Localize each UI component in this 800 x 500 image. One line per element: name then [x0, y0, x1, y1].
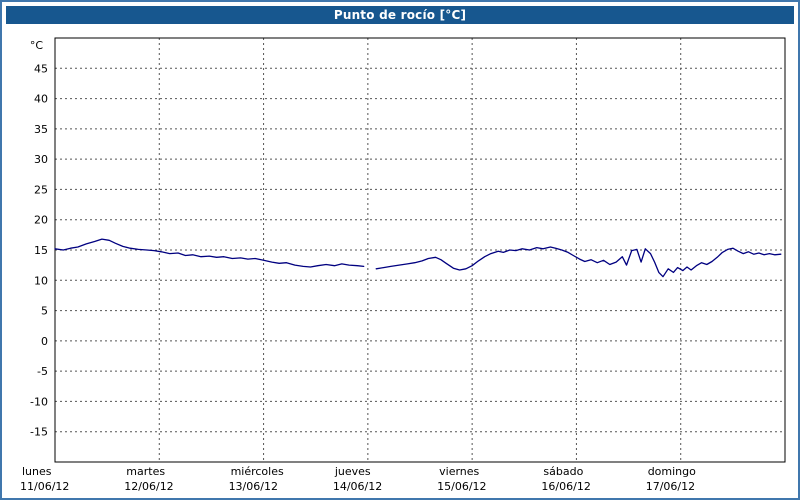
svg-text:16/06/12: 16/06/12 — [541, 480, 590, 493]
svg-text:miércoles: miércoles — [231, 465, 284, 478]
svg-text:5: 5 — [41, 305, 48, 318]
svg-text:-10: -10 — [30, 395, 48, 408]
svg-text:sábado: sábado — [543, 465, 583, 478]
svg-text:domingo: domingo — [648, 465, 696, 478]
svg-text:-5: -5 — [37, 365, 48, 378]
svg-text:jueves: jueves — [334, 465, 371, 478]
svg-text:14/06/12: 14/06/12 — [333, 480, 382, 493]
svg-text:40: 40 — [34, 93, 48, 106]
svg-text:17/06/12: 17/06/12 — [646, 480, 695, 493]
svg-text:15/06/12: 15/06/12 — [437, 480, 486, 493]
svg-text:12/06/12: 12/06/12 — [124, 480, 173, 493]
chart-title: Punto de rocío [°C] — [333, 8, 467, 22]
svg-text:-15: -15 — [30, 426, 48, 439]
svg-text:45: 45 — [34, 62, 48, 75]
svg-text:lunes: lunes — [22, 465, 52, 478]
svg-text:15: 15 — [34, 244, 48, 257]
svg-text:0: 0 — [41, 335, 48, 348]
chart-title-bar: Punto de rocío [°C] — [6, 6, 794, 24]
svg-text:°C: °C — [30, 39, 44, 52]
svg-text:35: 35 — [34, 123, 48, 136]
svg-text:10: 10 — [34, 274, 48, 287]
svg-text:13/06/12: 13/06/12 — [229, 480, 278, 493]
svg-text:20: 20 — [34, 214, 48, 227]
svg-text:viernes: viernes — [439, 465, 479, 478]
svg-text:25: 25 — [34, 183, 48, 196]
svg-text:11/06/12: 11/06/12 — [20, 480, 69, 493]
svg-text:30: 30 — [34, 153, 48, 166]
svg-text:martes: martes — [126, 465, 165, 478]
